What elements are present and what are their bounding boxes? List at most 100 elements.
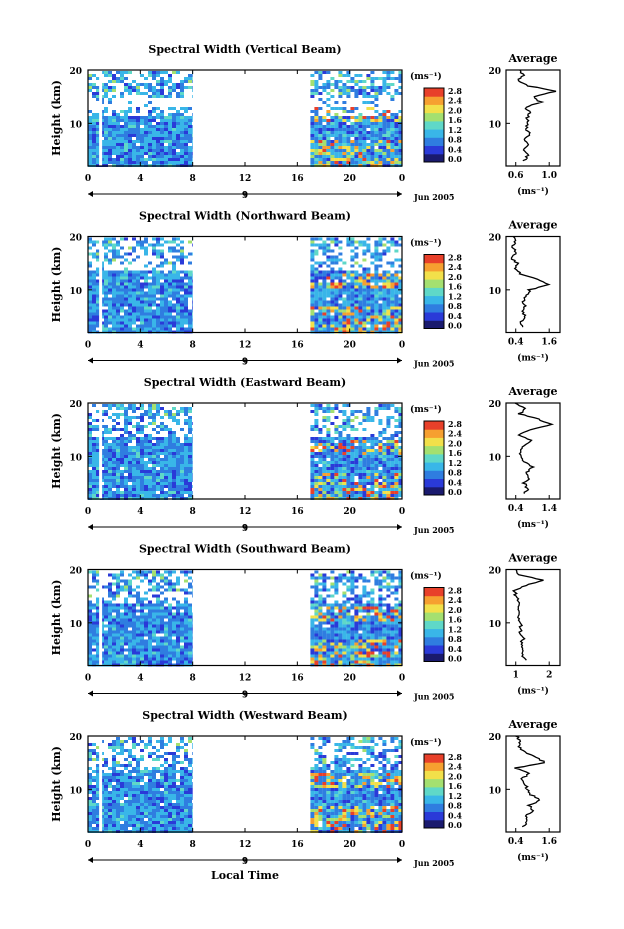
heatmap-cell <box>136 440 140 443</box>
heatmap-cell <box>156 270 160 274</box>
heatmap-cell <box>160 452 164 455</box>
heatmap-cell <box>128 609 132 613</box>
heatmap-cell <box>330 624 335 628</box>
heatmap-cell <box>132 152 136 155</box>
heatmap-cell <box>92 654 96 658</box>
heatmap-cell <box>112 306 116 310</box>
heatmap-cell <box>160 461 164 464</box>
heatmap-cell <box>176 600 180 604</box>
heatmap-cell <box>334 579 339 583</box>
heatmap-cell <box>180 458 184 461</box>
heatmap-cell <box>132 276 136 280</box>
heatmap-cell <box>322 83 327 86</box>
heatmap-cell <box>310 449 315 452</box>
heatmap-cell <box>350 473 355 476</box>
heatmap-cell <box>370 621 375 625</box>
heatmap-cell <box>350 77 355 80</box>
heatmap-cell <box>358 300 363 304</box>
heatmap-cell <box>184 419 188 422</box>
heatmap-cell <box>188 294 192 298</box>
heatmap-cell <box>338 573 343 577</box>
heatmap-cell <box>346 125 351 128</box>
heatmap-cell <box>354 312 359 316</box>
heatmap-cell <box>374 291 379 295</box>
heatmap-cell <box>390 95 395 98</box>
heatmap-cell <box>148 482 152 485</box>
heatmap-cell <box>148 452 152 455</box>
heatmap-cell <box>192 143 193 146</box>
heatmap-cell <box>310 615 315 619</box>
heatmap-cell <box>318 494 323 497</box>
heatmap-cell <box>168 309 172 313</box>
heatmap-cell <box>338 455 343 458</box>
heatmap-cell <box>136 576 140 580</box>
heatmap-cell <box>172 437 176 440</box>
heatmap-cell <box>354 252 359 256</box>
heatmap-cell <box>398 482 402 485</box>
heatmap-cell <box>176 92 180 95</box>
heatmap-cell <box>310 636 315 640</box>
heatmap-cell <box>108 303 112 307</box>
heatmap-cell <box>128 606 132 610</box>
heatmap-cell <box>108 285 112 289</box>
heatmap-cell <box>124 458 128 461</box>
heatmap-cell <box>322 279 327 283</box>
heatmap-cell <box>108 594 112 598</box>
heatmap-cell <box>362 137 367 140</box>
heatmap-cell <box>164 428 168 431</box>
heatmap-cell <box>152 252 156 256</box>
heatmap-cell <box>144 252 148 256</box>
heatmap-cell <box>310 249 315 253</box>
heatmap-cell <box>96 654 100 658</box>
heatmap-cell <box>394 624 399 628</box>
heatmap-cell <box>378 161 383 164</box>
heatmap-cell <box>88 146 92 149</box>
heatmap-cell <box>140 449 144 452</box>
heatmap-cell <box>96 639 100 643</box>
heatmap-cell <box>176 645 180 649</box>
heatmap-cell <box>144 143 148 146</box>
heatmap-cell <box>378 491 383 494</box>
colorbar-segment <box>424 486 444 496</box>
heatmap-cell <box>318 125 323 128</box>
heatmap-cell <box>310 288 315 292</box>
heatmap-cell <box>358 134 363 137</box>
heatmap-cell <box>398 243 402 247</box>
heatmap-cell <box>156 600 160 604</box>
heatmap-cell <box>330 315 335 319</box>
heatmap-cell <box>152 249 156 253</box>
heatmap-cell <box>144 452 148 455</box>
heatmap-cell <box>370 588 375 592</box>
heatmap-cell <box>168 161 172 164</box>
heatmap-cell <box>192 273 193 277</box>
heatmap-cell <box>322 131 327 134</box>
heatmap-cell <box>326 258 331 262</box>
heatmap-cell <box>92 476 96 479</box>
colorbar-segment <box>424 429 444 438</box>
heatmap-cell <box>152 488 156 491</box>
heatmap-cell <box>88 488 92 491</box>
heatmap-cell <box>342 309 347 313</box>
heatmap-cell <box>322 636 327 640</box>
heatmap-cell <box>346 627 351 631</box>
heatmap-cell <box>116 473 120 476</box>
heatmap-cell <box>88 413 92 416</box>
heatmap-cell <box>104 488 108 491</box>
heatmap-cell <box>334 443 339 446</box>
heatmap-cell <box>382 243 387 247</box>
heatmap-cell <box>338 282 343 286</box>
heatmap-cell <box>136 131 140 134</box>
heatmap-cell <box>346 92 351 95</box>
heatmap-cell <box>314 321 319 325</box>
heatmap-cell <box>108 446 112 449</box>
heatmap-cell <box>398 485 402 488</box>
colorbar-segment <box>424 437 444 447</box>
heatmap-cell <box>180 240 184 244</box>
heatmap-cell <box>92 309 96 313</box>
heatmap-cell <box>188 585 192 589</box>
heatmap-cell <box>96 458 100 461</box>
heatmap-cell <box>96 249 100 253</box>
heatmap-cell <box>394 407 399 410</box>
heatmap-cell <box>382 458 387 461</box>
heatmap-cell <box>156 425 160 428</box>
